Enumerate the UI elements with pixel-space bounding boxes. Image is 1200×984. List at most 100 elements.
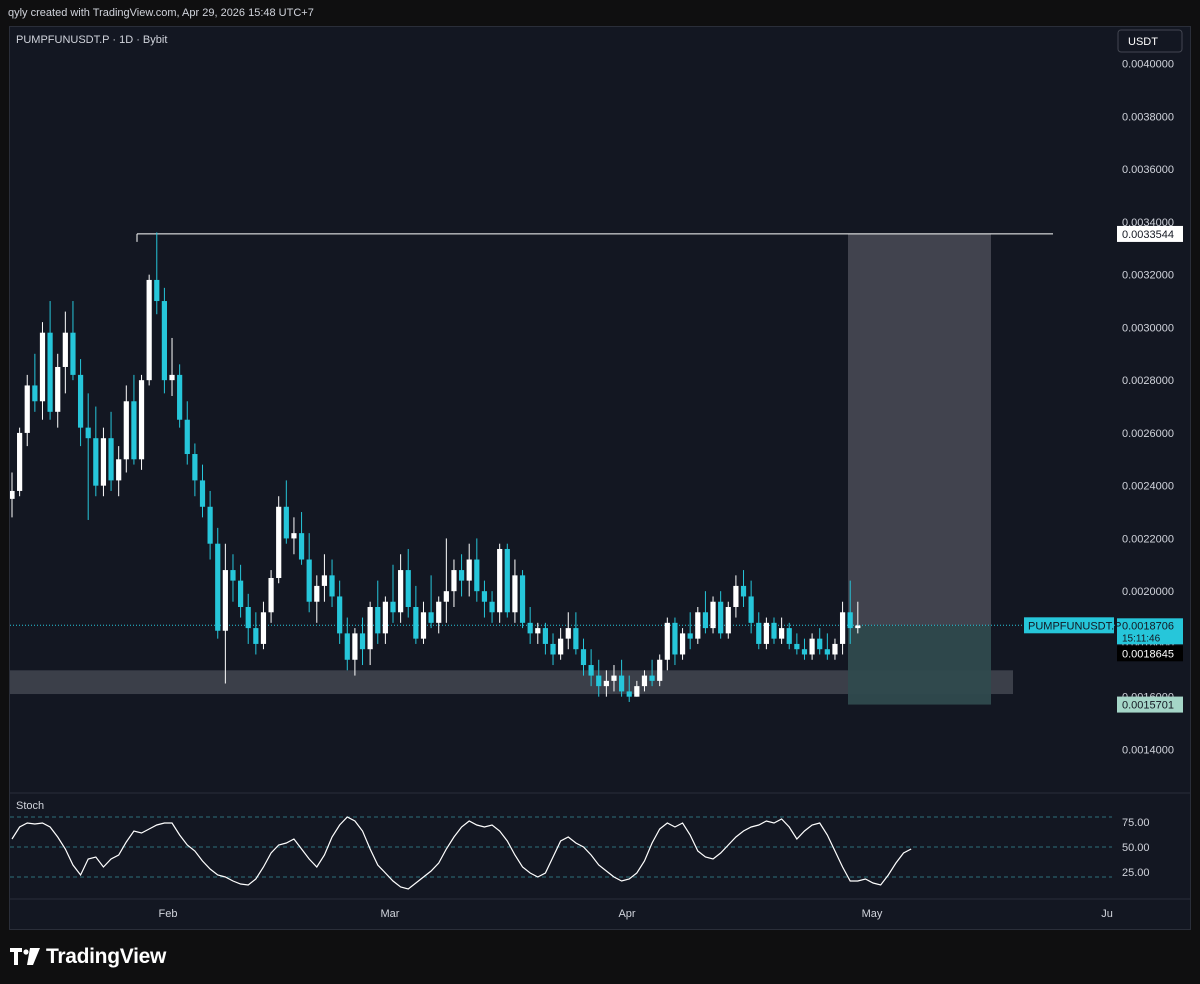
- candle-body: [436, 601, 442, 623]
- candle-body: [321, 575, 328, 586]
- candle: [573, 612, 579, 655]
- candle: [809, 633, 815, 660]
- tradingview-logo[interactable]: TradingView: [10, 942, 166, 972]
- candle-body: [474, 559, 480, 592]
- candle-body: [786, 628, 792, 644]
- candle: [702, 591, 709, 634]
- candle: [634, 680, 640, 697]
- time-tick-label: Mar: [381, 908, 400, 920]
- candle-body: [695, 612, 701, 639]
- candle: [565, 612, 571, 650]
- currency-selector-box: [1117, 29, 1183, 53]
- candle-body: [649, 675, 655, 681]
- candle-body: [359, 633, 366, 650]
- stoch-tick-label: 75.00: [1122, 817, 1150, 829]
- candle-body: [420, 612, 427, 639]
- candle-body: [222, 570, 228, 631]
- candle: [47, 301, 53, 420]
- position-loss-zone: [848, 625, 991, 705]
- chart-frame[interactable]: Stoch 75.00 50.00 25.00 0.0040000 0.0038000 0…: [9, 26, 1191, 930]
- candle: [306, 533, 312, 613]
- candle-body: [367, 607, 373, 650]
- attribution-text: qyly created with TradingView.com, Apr 2…: [8, 7, 314, 19]
- candle-body: [664, 622, 670, 660]
- candle-body: [398, 570, 404, 613]
- candle-body: [344, 633, 350, 660]
- candle-body: [847, 612, 853, 629]
- candle: [428, 575, 434, 629]
- candle: [169, 337, 175, 396]
- candle: [276, 496, 282, 584]
- candle: [771, 617, 777, 644]
- candle-body: [497, 548, 503, 613]
- price-tick-label: 0.0020000: [1122, 586, 1174, 598]
- resistance-price-label-bg: [1117, 225, 1183, 242]
- candle: [131, 374, 137, 465]
- prev-close-label: 0.0018645: [1117, 645, 1183, 662]
- currency-selector[interactable]: USDT: [1117, 29, 1183, 53]
- candle-body: [824, 649, 830, 655]
- candle-body: [619, 675, 625, 692]
- candle-body: [405, 570, 411, 608]
- candle-body: [230, 570, 236, 581]
- candle: [222, 543, 228, 684]
- candle: [230, 554, 236, 602]
- price-chart[interactable]: Stoch 75.00 50.00 25.00 0.0040000 0.0038000 0…: [9, 27, 1190, 929]
- candle: [413, 585, 419, 644]
- candle: [710, 596, 716, 634]
- candle-body: [458, 570, 465, 581]
- candle: [611, 665, 617, 692]
- candle-body: [154, 279, 160, 302]
- candle-body: [809, 638, 815, 655]
- candle-body: [550, 643, 556, 655]
- candle-body: [512, 575, 518, 613]
- tradingview-logo-icon: [10, 948, 40, 965]
- stop-price-label-bg: [1117, 696, 1183, 713]
- candle: [375, 580, 381, 644]
- candle: [253, 612, 259, 655]
- candle-body: [260, 612, 267, 644]
- price-tick-label: 0.0026000: [1122, 428, 1174, 440]
- prev-close-label-bg: [1117, 645, 1183, 662]
- price-tick-label: 0.0036000: [1122, 164, 1174, 176]
- candle: [443, 538, 449, 623]
- current-symbol-tag-text: PUMPFUNUSDT.P: [1028, 620, 1122, 632]
- candle: [177, 364, 183, 428]
- candle: [344, 617, 350, 671]
- candle: [321, 554, 328, 602]
- candle: [337, 580, 343, 644]
- candle-body: [62, 332, 68, 367]
- candle: [489, 591, 495, 623]
- candle-body: [77, 374, 84, 428]
- candle-body: [298, 533, 305, 560]
- candle-body: [779, 628, 785, 639]
- candle-body: [253, 628, 259, 644]
- stoch-line: [11, 816, 912, 890]
- zone-layer: [10, 233, 1115, 705]
- candle: [839, 601, 846, 655]
- candle: [100, 427, 107, 497]
- candle-body: [588, 665, 594, 676]
- candle-body: [207, 506, 213, 544]
- candle-body: [443, 591, 449, 602]
- candle: [626, 675, 632, 702]
- candle: [535, 622, 541, 644]
- candle-body: [314, 585, 320, 602]
- candle: [855, 601, 861, 634]
- candle: [725, 601, 731, 639]
- candle-body: [100, 438, 107, 486]
- candle-body: [192, 454, 198, 481]
- candle: [527, 607, 533, 644]
- current-price-value: 0.0018706: [1122, 620, 1174, 632]
- candle: [405, 548, 411, 618]
- candle-body: [596, 675, 602, 687]
- candle: [93, 406, 99, 497]
- candle-body: [24, 385, 30, 433]
- price-tick-label: 0.0034000: [1122, 217, 1174, 229]
- candle: [596, 659, 602, 697]
- support-zone: [10, 670, 1013, 695]
- candle-body: [146, 279, 152, 381]
- candle: [558, 628, 564, 660]
- candle-body: [748, 596, 754, 623]
